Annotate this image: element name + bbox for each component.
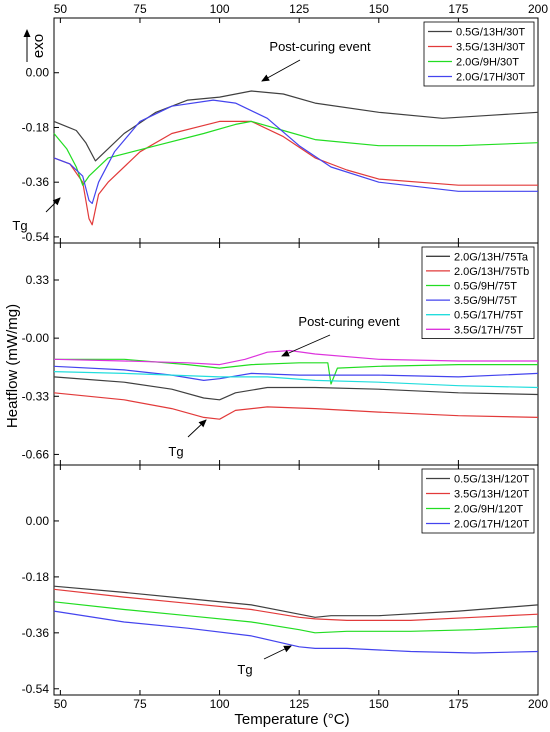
annotation-arrow — [45, 197, 61, 213]
y-tick-label: 0.33 — [26, 273, 50, 287]
x-tick-labels-bottom: 50 75 100 125 150 175 200 — [54, 697, 549, 711]
y-tick-label: 0.00 — [26, 66, 50, 80]
x-tick-label-top: 200 — [528, 2, 548, 16]
legend-entry: 3.5G/13H/120T — [454, 489, 529, 501]
x-tick-label-top: 100 — [210, 2, 230, 16]
series-line-3-5g-17h-75t — [53, 349, 538, 366]
x-tick-label-top: 75 — [133, 2, 147, 16]
panel-75t: 0.33 -0.00 -0.33 -0.66 2.0G/13H/75Ta 2.0G/13H… — [22, 242, 539, 466]
x-axis-title: Temperature (°C) — [234, 711, 349, 728]
legend-entry: 2.0G/9H/30T — [456, 57, 519, 69]
legend-entry: 3.5G/9H/75T — [454, 295, 517, 307]
x-tick-labels-top: 50 75 100 125 150 175 200 — [54, 2, 549, 16]
annotation-label: Post-curing event — [298, 314, 400, 329]
series-line-2-0g-13h-75tb — [53, 392, 539, 420]
annotation-arrow — [281, 334, 331, 357]
y-tick-label: -0.33 — [22, 389, 50, 403]
annotation-arrow — [187, 419, 207, 438]
annotation-label: Tg — [12, 218, 27, 233]
y-tick-label: -0.66 — [22, 447, 50, 461]
legend-entry: 0.5G/13H/120T — [454, 474, 529, 486]
legend-entry: 2.0G/17H/120T — [454, 519, 529, 531]
x-tick-label-bottom: 125 — [289, 697, 309, 711]
series-line-0-5g-13h-120t — [53, 585, 539, 618]
panel-frame — [53, 464, 539, 696]
series-line-3-5g-9h-75t — [53, 365, 539, 381]
x-tick-label-bottom: 150 — [369, 697, 389, 711]
panel-120t: 0.00 -0.18 -0.36 -0.54 0.5G/13H/120T 3.5G/13H… — [22, 464, 539, 696]
y-tick-label: -0.54 — [22, 230, 50, 244]
legend-entry: 2.0G/13H/75Tb — [454, 266, 529, 278]
exo-indicator: exo — [23, 29, 47, 62]
legend-entry: 3.5G/17H/75T — [454, 324, 523, 336]
legend-entry: 0.5G/9H/75T — [454, 281, 517, 293]
x-tick-label-bottom: 100 — [210, 697, 230, 711]
legend-entry: 2.0G/17H/30T — [456, 72, 525, 84]
exo-label: exo — [30, 34, 47, 58]
series-line-2-0g-9h-120t — [53, 601, 539, 634]
y-tick-label: -0.36 — [22, 626, 50, 640]
x-tick-label-bottom: 175 — [448, 697, 468, 711]
y-tick-label: -0.54 — [22, 682, 50, 696]
annotation-arrow — [263, 645, 292, 660]
series-line-0-5g-17h-75t — [53, 371, 539, 389]
annotation-arrow — [261, 59, 301, 82]
x-tick-label-top: 50 — [54, 2, 68, 16]
legend-box — [423, 21, 535, 87]
legend-entry: 0.5G/13H/30T — [456, 27, 525, 39]
series-line-2-0g-17h-30t — [53, 99, 538, 205]
legend-entry: 3.5G/13H/30T — [456, 42, 525, 54]
x-tick-label-top: 150 — [369, 2, 389, 16]
legend-box — [421, 246, 535, 339]
y-tick-label: -0.00 — [22, 331, 50, 345]
x-tick-label-top: 175 — [448, 2, 468, 16]
series-line-0-5g-9h-75t — [54, 358, 538, 385]
legend-entry: 0.5G/17H/75T — [454, 310, 523, 322]
annotation-label: Tg — [168, 444, 183, 459]
x-tick-label-bottom: 75 — [133, 697, 147, 711]
y-tick-label: -0.18 — [22, 570, 50, 584]
series-line-2-0g-17h-120t — [53, 610, 539, 654]
y-tick-label: -0.36 — [22, 175, 50, 189]
series-line-2-0g-9h-30t — [53, 120, 539, 186]
x-tick-label-bottom: 50 — [54, 697, 68, 711]
annotation-label: Tg — [237, 662, 252, 677]
y-tick-label: 0.00 — [26, 514, 50, 528]
series-line-2-0g-13h-75ta — [53, 376, 539, 401]
y-tick-label: -0.18 — [22, 120, 50, 134]
y-axis-title: Heatflow (mW/mg) — [4, 304, 21, 428]
series-line-0-5g-13h-30t — [53, 90, 539, 162]
panel-30t: 0.00 -0.18 -0.36 -0.54 0.5G/13H/30T 3.5G/13H/… — [12, 17, 539, 244]
legend-entry: 2.0G/9H/120T — [454, 504, 523, 516]
legend-box — [421, 468, 535, 534]
series-line-3-5g-13h-30t — [53, 120, 538, 226]
annotation-label: Post-curing event — [269, 39, 371, 54]
x-tick-label-bottom: 200 — [528, 697, 548, 711]
series-line-3-5g-13h-120t — [53, 588, 539, 621]
x-tick-label-top: 125 — [289, 2, 309, 16]
legend-entry: 2.0G/13H/75Ta — [454, 251, 529, 263]
